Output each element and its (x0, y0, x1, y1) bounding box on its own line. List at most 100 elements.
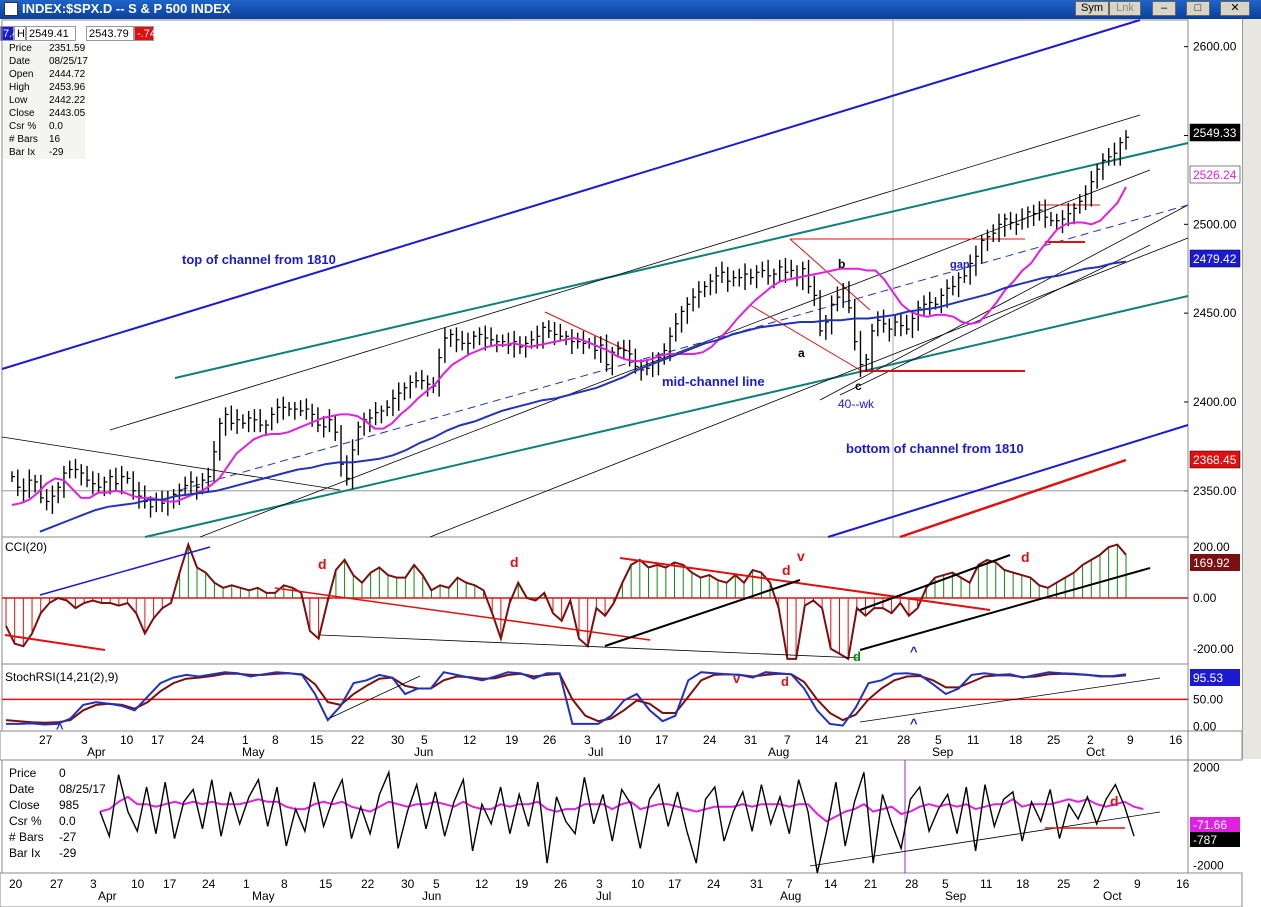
info-row: Csr % 0.0 (9, 121, 63, 132)
osc-tag-box (1190, 817, 1240, 832)
cci-label-d: d (318, 556, 327, 572)
quote-field-d: 2543.79 (86, 26, 134, 41)
osc-tag-box (1190, 832, 1240, 847)
osc-tick-label: 2000 (1193, 760, 1220, 774)
upper-month-label: Jun (414, 745, 433, 759)
lower-date-tick: 18 (1016, 877, 1030, 891)
lower-month-label: Aug (780, 889, 801, 903)
lower-date-tick: 21 (864, 877, 878, 891)
info-row: Csr % 0.0 (9, 814, 76, 828)
lower-date-tick: 5 (942, 877, 949, 891)
lower-date-axis (0, 872, 1243, 907)
stochrsi-fast-line (6, 671, 1127, 727)
osc-tick-label: -2000 (1193, 859, 1224, 873)
upper-date-tick: 1 (242, 733, 249, 747)
red-wedge-line (544, 311, 631, 353)
lower-date-tick: 15 (319, 877, 333, 891)
lower-date-tick: 17 (163, 877, 177, 891)
link-button[interactable]: Lnk (1109, 1, 1141, 16)
info-row: Close 2443.05 (9, 108, 86, 119)
upper-date-tick: 2 (1087, 733, 1094, 747)
upper-month-label: Sep (932, 745, 954, 759)
stochrsi-slow-line (5, 672, 1127, 724)
info-row: Open 2444.72 (9, 69, 86, 80)
trend-line (109, 114, 1141, 431)
info-row: # Bars -27 (9, 830, 77, 844)
price-tag-box (1189, 450, 1241, 469)
stochrsi-tick-label: 0.00 (1193, 720, 1217, 734)
sym-button[interactable]: Sym (1075, 1, 1109, 16)
close-icon[interactable]: ✕ (1220, 1, 1250, 16)
cci-label-d: d (782, 562, 791, 578)
info-row: Bar Ix -29 (9, 846, 77, 860)
blue-moving-average (39, 260, 1127, 533)
cci-blue-trend-line (39, 546, 211, 596)
wave-label-c: c (855, 379, 862, 393)
lower-date-tick: 24 (707, 877, 721, 891)
info-row: Low 2442.22 (9, 95, 86, 106)
cci-label-green-d: d (853, 649, 861, 664)
lower-month-label: May (252, 889, 275, 903)
cci-tick-label: 200.00 (1193, 540, 1230, 554)
upper-date-tick: 19 (505, 733, 519, 747)
lower-month-label: Jun (422, 889, 441, 903)
osc-label-d: d (1110, 793, 1119, 809)
lower-date-tick: 8 (281, 877, 288, 891)
maximize-icon[interactable]: □ (1186, 1, 1210, 16)
cci-label-caret: ^ (910, 644, 918, 659)
info-row: Price 0 (9, 766, 66, 780)
osc-tag-label: -787 (1193, 833, 1217, 847)
upper-date-tick: 17 (655, 733, 669, 747)
quote-field-c: 2549.41 (26, 26, 76, 41)
data-window-upper: Price 2351.59 Date 08/25/17 Open 2444.72 Hi… (3, 42, 88, 159)
vertical-scrollbar[interactable] (1242, 19, 1261, 759)
window-title: INDEX:$SPX.D -- S & P 500 INDEX (22, 1, 231, 16)
chart-app-icon (4, 2, 18, 16)
osc-trend-line (809, 811, 1161, 867)
stochrsi-label-caret: ^ (56, 721, 64, 736)
price-tag-label: 2479.42 (1193, 252, 1237, 266)
lower-date-tick: 3 (90, 877, 97, 891)
upper-date-tick: 3 (81, 733, 88, 747)
cci-red-trend-line (619, 557, 991, 611)
price-tag-box (1189, 123, 1241, 142)
info-row: Date 08/25/17 (9, 56, 88, 67)
lower-date-tick: 24 (202, 877, 216, 891)
dashed-channel-line (179, 204, 1189, 491)
wave-label-a: a (798, 346, 805, 360)
cci-black-trend-line (604, 579, 801, 647)
upper-date-tick: 17 (151, 733, 165, 747)
upper-date-axis (0, 730, 1243, 761)
upper-date-tick: 30 (391, 733, 405, 747)
stochrsi-trend-line (329, 675, 421, 719)
data-window-lower: Price 0 Date 08/25/17 Close 985 Csr % 0.0 # … (3, 765, 106, 861)
y-tick-label: 2600.00 (1193, 40, 1237, 54)
y-tick-label: 2350.00 (1193, 484, 1237, 498)
cci-tag-label: 169.92 (1193, 556, 1230, 570)
label-gap: gap (950, 259, 970, 271)
cci-tick-label: 0.00 (1193, 591, 1217, 605)
price-tag-label: 2526.24 (1193, 168, 1237, 182)
upper-date-tick: 11 (967, 733, 980, 747)
osc-magenta-average (99, 795, 1144, 823)
stochrsi-title: StochRSI(14,21(2),9) (5, 670, 118, 684)
label-mid-channel: mid-channel line (662, 374, 765, 389)
cci-line (5, 541, 1127, 661)
lower-date-tick: 22 (361, 877, 375, 891)
cci-tick-label: -200.00 (1193, 642, 1234, 656)
lower-date-tick: 3 (596, 877, 603, 891)
upper-date-tick: 21 (855, 733, 869, 747)
upper-month-label: Aug (768, 745, 789, 759)
upper-date-tick: 18 (1009, 733, 1023, 747)
upper-date-tick: 9 (1127, 733, 1134, 747)
quote-field-b: H (14, 26, 26, 41)
lower-date-tick: 10 (631, 877, 645, 891)
red-wedge-line (789, 238, 871, 311)
osc-tag-label: -71.66 (1193, 818, 1227, 832)
minimize-icon[interactable]: – (1152, 1, 1176, 16)
info-row: High 2453.96 (9, 82, 86, 93)
upper-month-label: Jul (588, 745, 603, 759)
upper-date-tick: 24 (191, 733, 205, 747)
red-wedge-line (749, 304, 861, 371)
